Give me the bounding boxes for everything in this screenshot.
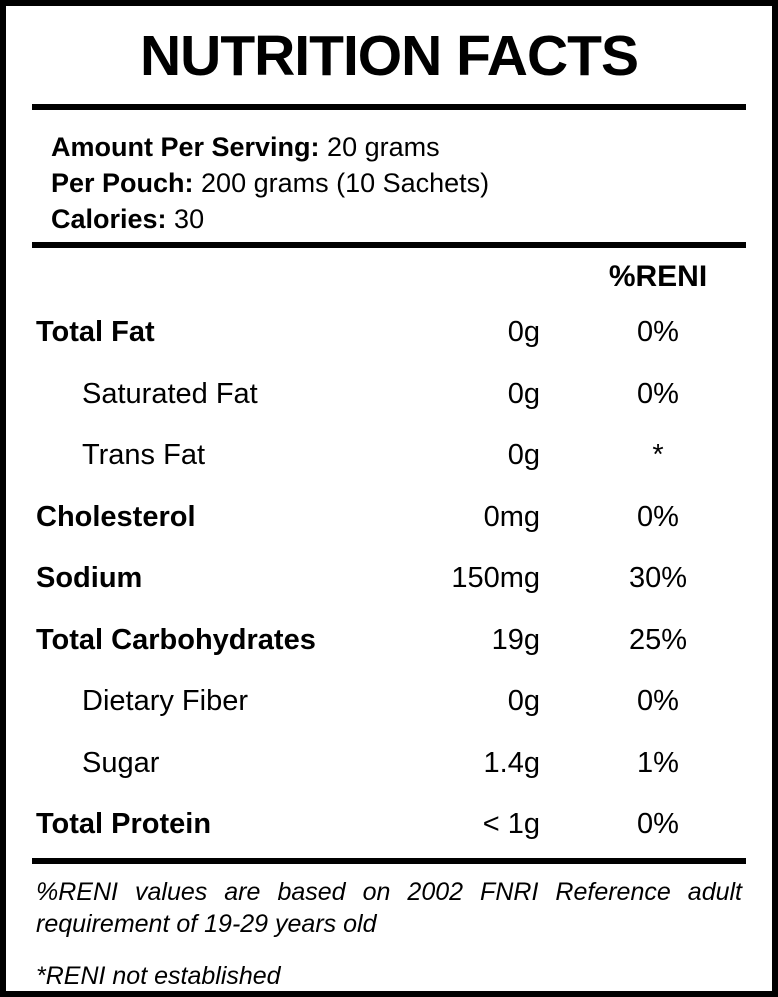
nutrient-row: Trans Fat 0g * (36, 425, 728, 487)
nutrient-table-body: Total Fat 0g 0% Saturated Fat 0g 0% Tran… (36, 302, 728, 856)
serving-line-label: Amount Per Serving: (51, 132, 320, 162)
label-title: NUTRITION FACTS (140, 24, 639, 88)
nutrient-reni-percent: 1% (637, 746, 679, 779)
percent-reni-header: %RENI (608, 260, 708, 293)
table-header-row: %RENI (36, 252, 728, 302)
nutrient-row: Sugar 1.4g 1% (36, 733, 728, 795)
nutrient-amount: 0g (507, 439, 540, 472)
serving-line: Per Pouch: 200 grams (10 Sachets) (51, 168, 727, 198)
serving-line: Calories: 30 (51, 204, 727, 234)
nutrient-amount: 19g (491, 623, 540, 656)
nutrient-reni-percent: 0% (637, 316, 679, 349)
nutrient-row: Sodium 150mg 30% (36, 548, 728, 610)
nutrient-amount: 150mg (451, 562, 540, 595)
nutrient-reni-percent: 0% (637, 377, 679, 410)
serving-line: Amount Per Serving: 20 grams (51, 132, 727, 162)
nutrient-name: Cholesterol (36, 500, 196, 533)
nutrient-row: Saturated Fat 0g 0% (36, 364, 728, 426)
nutrient-reni-percent: 30% (628, 562, 688, 595)
nutrient-amount: < 1g (482, 808, 540, 841)
serving-line-value: 20 grams (319, 132, 440, 162)
serving-line-value: 200 grams (10 Sachets) (193, 168, 490, 198)
nutrient-row: Total Protein < 1g 0% (36, 794, 728, 856)
nutrient-amount: 0g (507, 685, 540, 718)
nutrient-amount: 0g (507, 316, 540, 349)
nutrient-name: Dietary Fiber (82, 685, 248, 718)
serving-info-section: Amount Per Serving: 20 grams Per Pouch: … (6, 110, 772, 234)
reni-not-established-footnote: *RENI not established (36, 961, 281, 990)
nutrient-reni-percent: 0% (637, 808, 679, 841)
nutrient-row: Cholesterol 0mg 0% (36, 487, 728, 549)
nutrient-reni-percent: 0% (637, 685, 679, 718)
nutrient-name: Total Fat (36, 316, 155, 349)
nutrient-name: Total Carbohydrates (36, 623, 316, 656)
serving-line-label: Calories: (51, 204, 167, 234)
nutrient-name: Sugar (82, 746, 160, 779)
serving-line-value: 30 (166, 204, 205, 234)
nutrient-amount: 0mg (483, 500, 540, 533)
nutrient-table: %RENI Total Fat 0g 0% Saturated Fat 0g 0… (6, 252, 772, 856)
reni-basis-footnote: %RENI values are based on 2002 FNRI Refe… (36, 877, 742, 938)
nutrient-amount: 1.4g (483, 746, 540, 779)
nutrient-row: Dietary Fiber 0g 0% (36, 671, 728, 733)
nutrient-name: Trans Fat (82, 439, 206, 472)
nutrient-reni-percent: * (652, 439, 664, 472)
divider-under-title (32, 104, 746, 110)
nutrient-row: Total Carbohydrates 19g 25% (36, 610, 728, 672)
nutrient-name: Sodium (36, 562, 143, 595)
nutrient-name: Saturated Fat (82, 377, 258, 410)
divider-above-table (32, 242, 746, 248)
serving-line-label: Per Pouch: (51, 168, 194, 198)
nutrient-reni-percent: 0% (637, 500, 679, 533)
nutrient-reni-percent: 25% (628, 623, 688, 656)
nutrient-amount: 0g (507, 377, 540, 410)
nutrient-name: Total Protein (36, 808, 212, 841)
nutrient-row: Total Fat 0g 0% (36, 302, 728, 364)
footnotes-section: %RENI values are based on 2002 FNRI Refe… (36, 876, 742, 991)
divider-above-footnotes (32, 857, 746, 864)
